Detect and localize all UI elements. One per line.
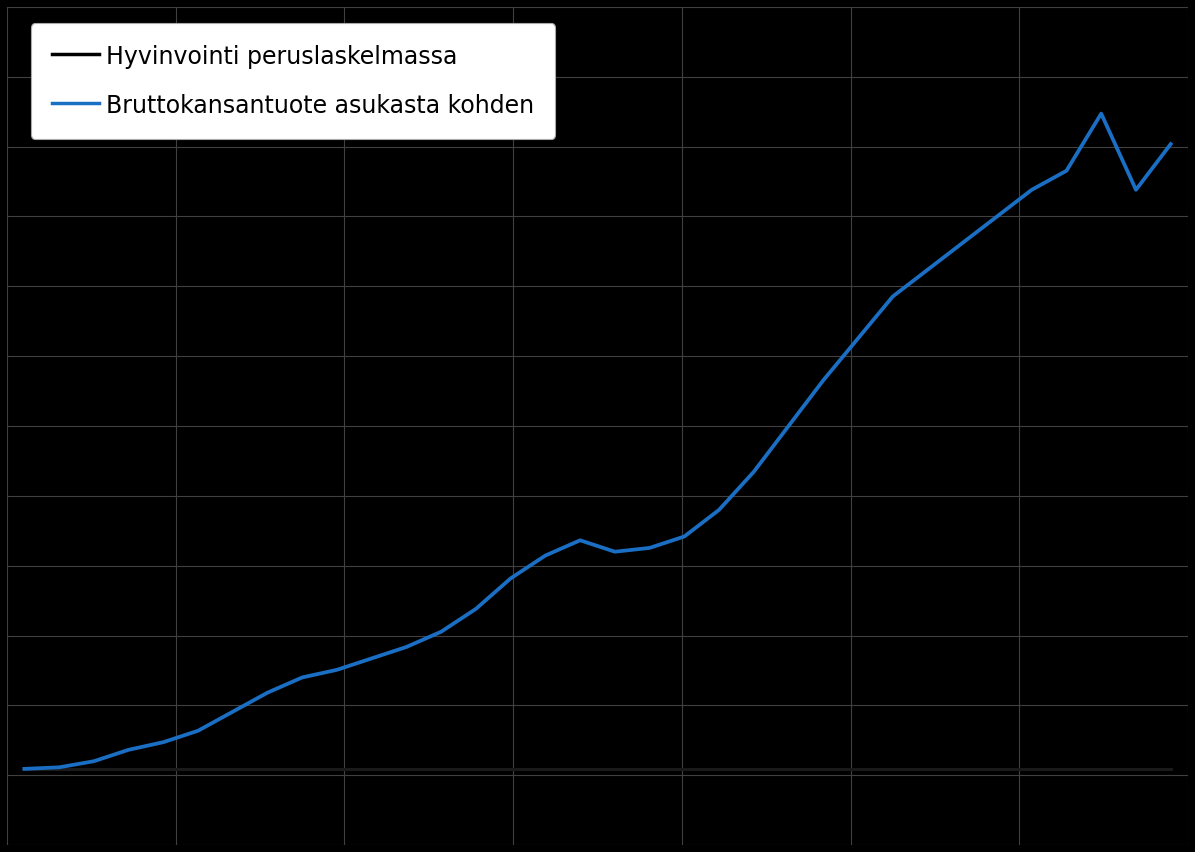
Legend: Hyvinvointi peruslaskelmassa, Bruttokansantuote asukasta kohden: Hyvinvointi peruslaskelmassa, Bruttokans…	[31, 23, 556, 139]
